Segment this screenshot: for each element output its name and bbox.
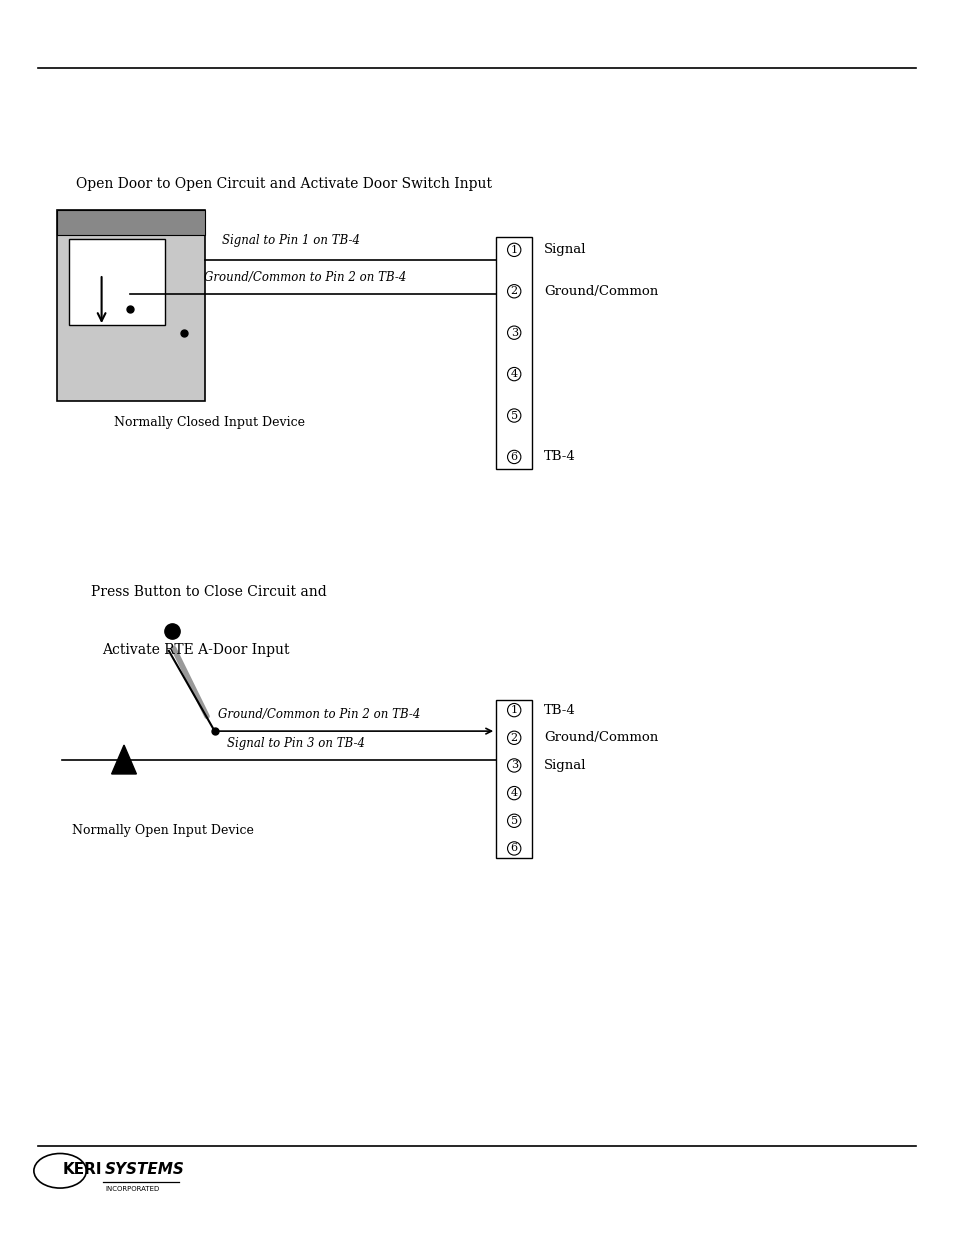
Text: TB-4: TB-4 bbox=[543, 451, 575, 463]
Text: Ground/Common: Ground/Common bbox=[543, 285, 658, 298]
Text: Signal to Pin 1 on TB-4: Signal to Pin 1 on TB-4 bbox=[222, 235, 359, 247]
Text: 6: 6 bbox=[510, 844, 517, 853]
Text: Normally Closed Input Device: Normally Closed Input Device bbox=[114, 416, 305, 430]
Text: KERI: KERI bbox=[63, 1162, 102, 1177]
Text: Press Button to Close Circuit and: Press Button to Close Circuit and bbox=[91, 585, 326, 599]
Text: 2: 2 bbox=[510, 287, 517, 296]
Text: 3: 3 bbox=[510, 761, 517, 771]
Text: SYSTEMS: SYSTEMS bbox=[105, 1162, 185, 1177]
Text: Signal: Signal bbox=[543, 243, 586, 257]
Ellipse shape bbox=[34, 1153, 87, 1188]
Text: INCORPORATED: INCORPORATED bbox=[105, 1186, 159, 1192]
Text: 6: 6 bbox=[510, 452, 517, 462]
Text: 1: 1 bbox=[510, 245, 517, 254]
Text: Activate RTE A-Door Input: Activate RTE A-Door Input bbox=[102, 643, 290, 657]
Bar bbox=[496, 237, 532, 469]
Text: Normally Open Input Device: Normally Open Input Device bbox=[71, 824, 253, 837]
Text: 5: 5 bbox=[510, 816, 517, 826]
Bar bbox=[57, 210, 205, 401]
Bar bbox=[69, 238, 165, 325]
Text: 1: 1 bbox=[510, 705, 517, 715]
Text: 4: 4 bbox=[510, 369, 517, 379]
Polygon shape bbox=[112, 745, 136, 774]
Text: TB-4: TB-4 bbox=[543, 704, 575, 716]
Text: 3: 3 bbox=[510, 327, 517, 337]
Text: Open Door to Open Circuit and Activate Door Switch Input: Open Door to Open Circuit and Activate D… bbox=[76, 178, 492, 191]
Text: 2: 2 bbox=[510, 732, 517, 742]
Bar bbox=[496, 700, 532, 858]
Text: Signal to Pin 3 on TB-4: Signal to Pin 3 on TB-4 bbox=[227, 736, 364, 750]
Text: 5: 5 bbox=[510, 410, 517, 421]
Bar bbox=[57, 210, 205, 235]
Text: Ground/Common to Pin 2 on TB-4: Ground/Common to Pin 2 on TB-4 bbox=[204, 272, 406, 284]
Text: Signal: Signal bbox=[543, 760, 586, 772]
Text: 4: 4 bbox=[510, 788, 517, 798]
Text: Ground/Common to Pin 2 on TB-4: Ground/Common to Pin 2 on TB-4 bbox=[218, 708, 420, 721]
Text: Ground/Common: Ground/Common bbox=[543, 731, 658, 745]
